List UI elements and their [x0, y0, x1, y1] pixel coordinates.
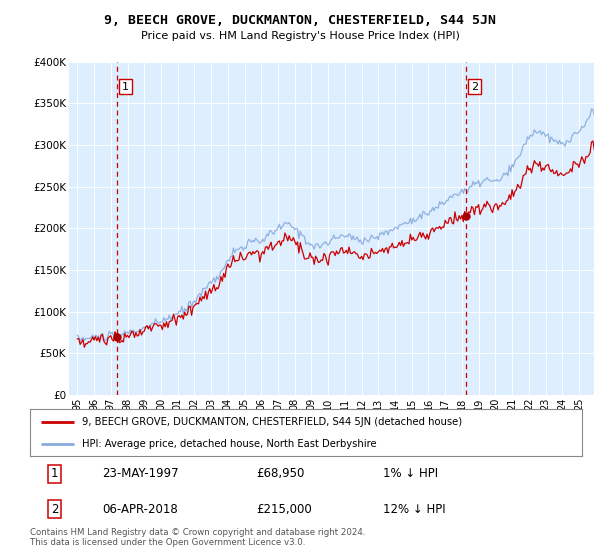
- Text: 2: 2: [471, 82, 478, 92]
- Text: 23-MAY-1997: 23-MAY-1997: [102, 467, 178, 480]
- Text: 1% ↓ HPI: 1% ↓ HPI: [383, 467, 439, 480]
- Text: 2: 2: [51, 502, 59, 516]
- Text: Contains HM Land Registry data © Crown copyright and database right 2024.
This d: Contains HM Land Registry data © Crown c…: [30, 528, 365, 547]
- Text: 1: 1: [122, 82, 129, 92]
- Text: 9, BEECH GROVE, DUCKMANTON, CHESTERFIELD, S44 5JN (detached house): 9, BEECH GROVE, DUCKMANTON, CHESTERFIELD…: [82, 417, 463, 427]
- Text: £68,950: £68,950: [256, 467, 305, 480]
- Text: HPI: Average price, detached house, North East Derbyshire: HPI: Average price, detached house, Nort…: [82, 438, 377, 449]
- Text: Price paid vs. HM Land Registry's House Price Index (HPI): Price paid vs. HM Land Registry's House …: [140, 31, 460, 41]
- Text: 06-APR-2018: 06-APR-2018: [102, 502, 178, 516]
- Text: 9, BEECH GROVE, DUCKMANTON, CHESTERFIELD, S44 5JN: 9, BEECH GROVE, DUCKMANTON, CHESTERFIELD…: [104, 14, 496, 27]
- Text: 1: 1: [51, 467, 59, 480]
- Text: £215,000: £215,000: [256, 502, 312, 516]
- Text: 12% ↓ HPI: 12% ↓ HPI: [383, 502, 446, 516]
